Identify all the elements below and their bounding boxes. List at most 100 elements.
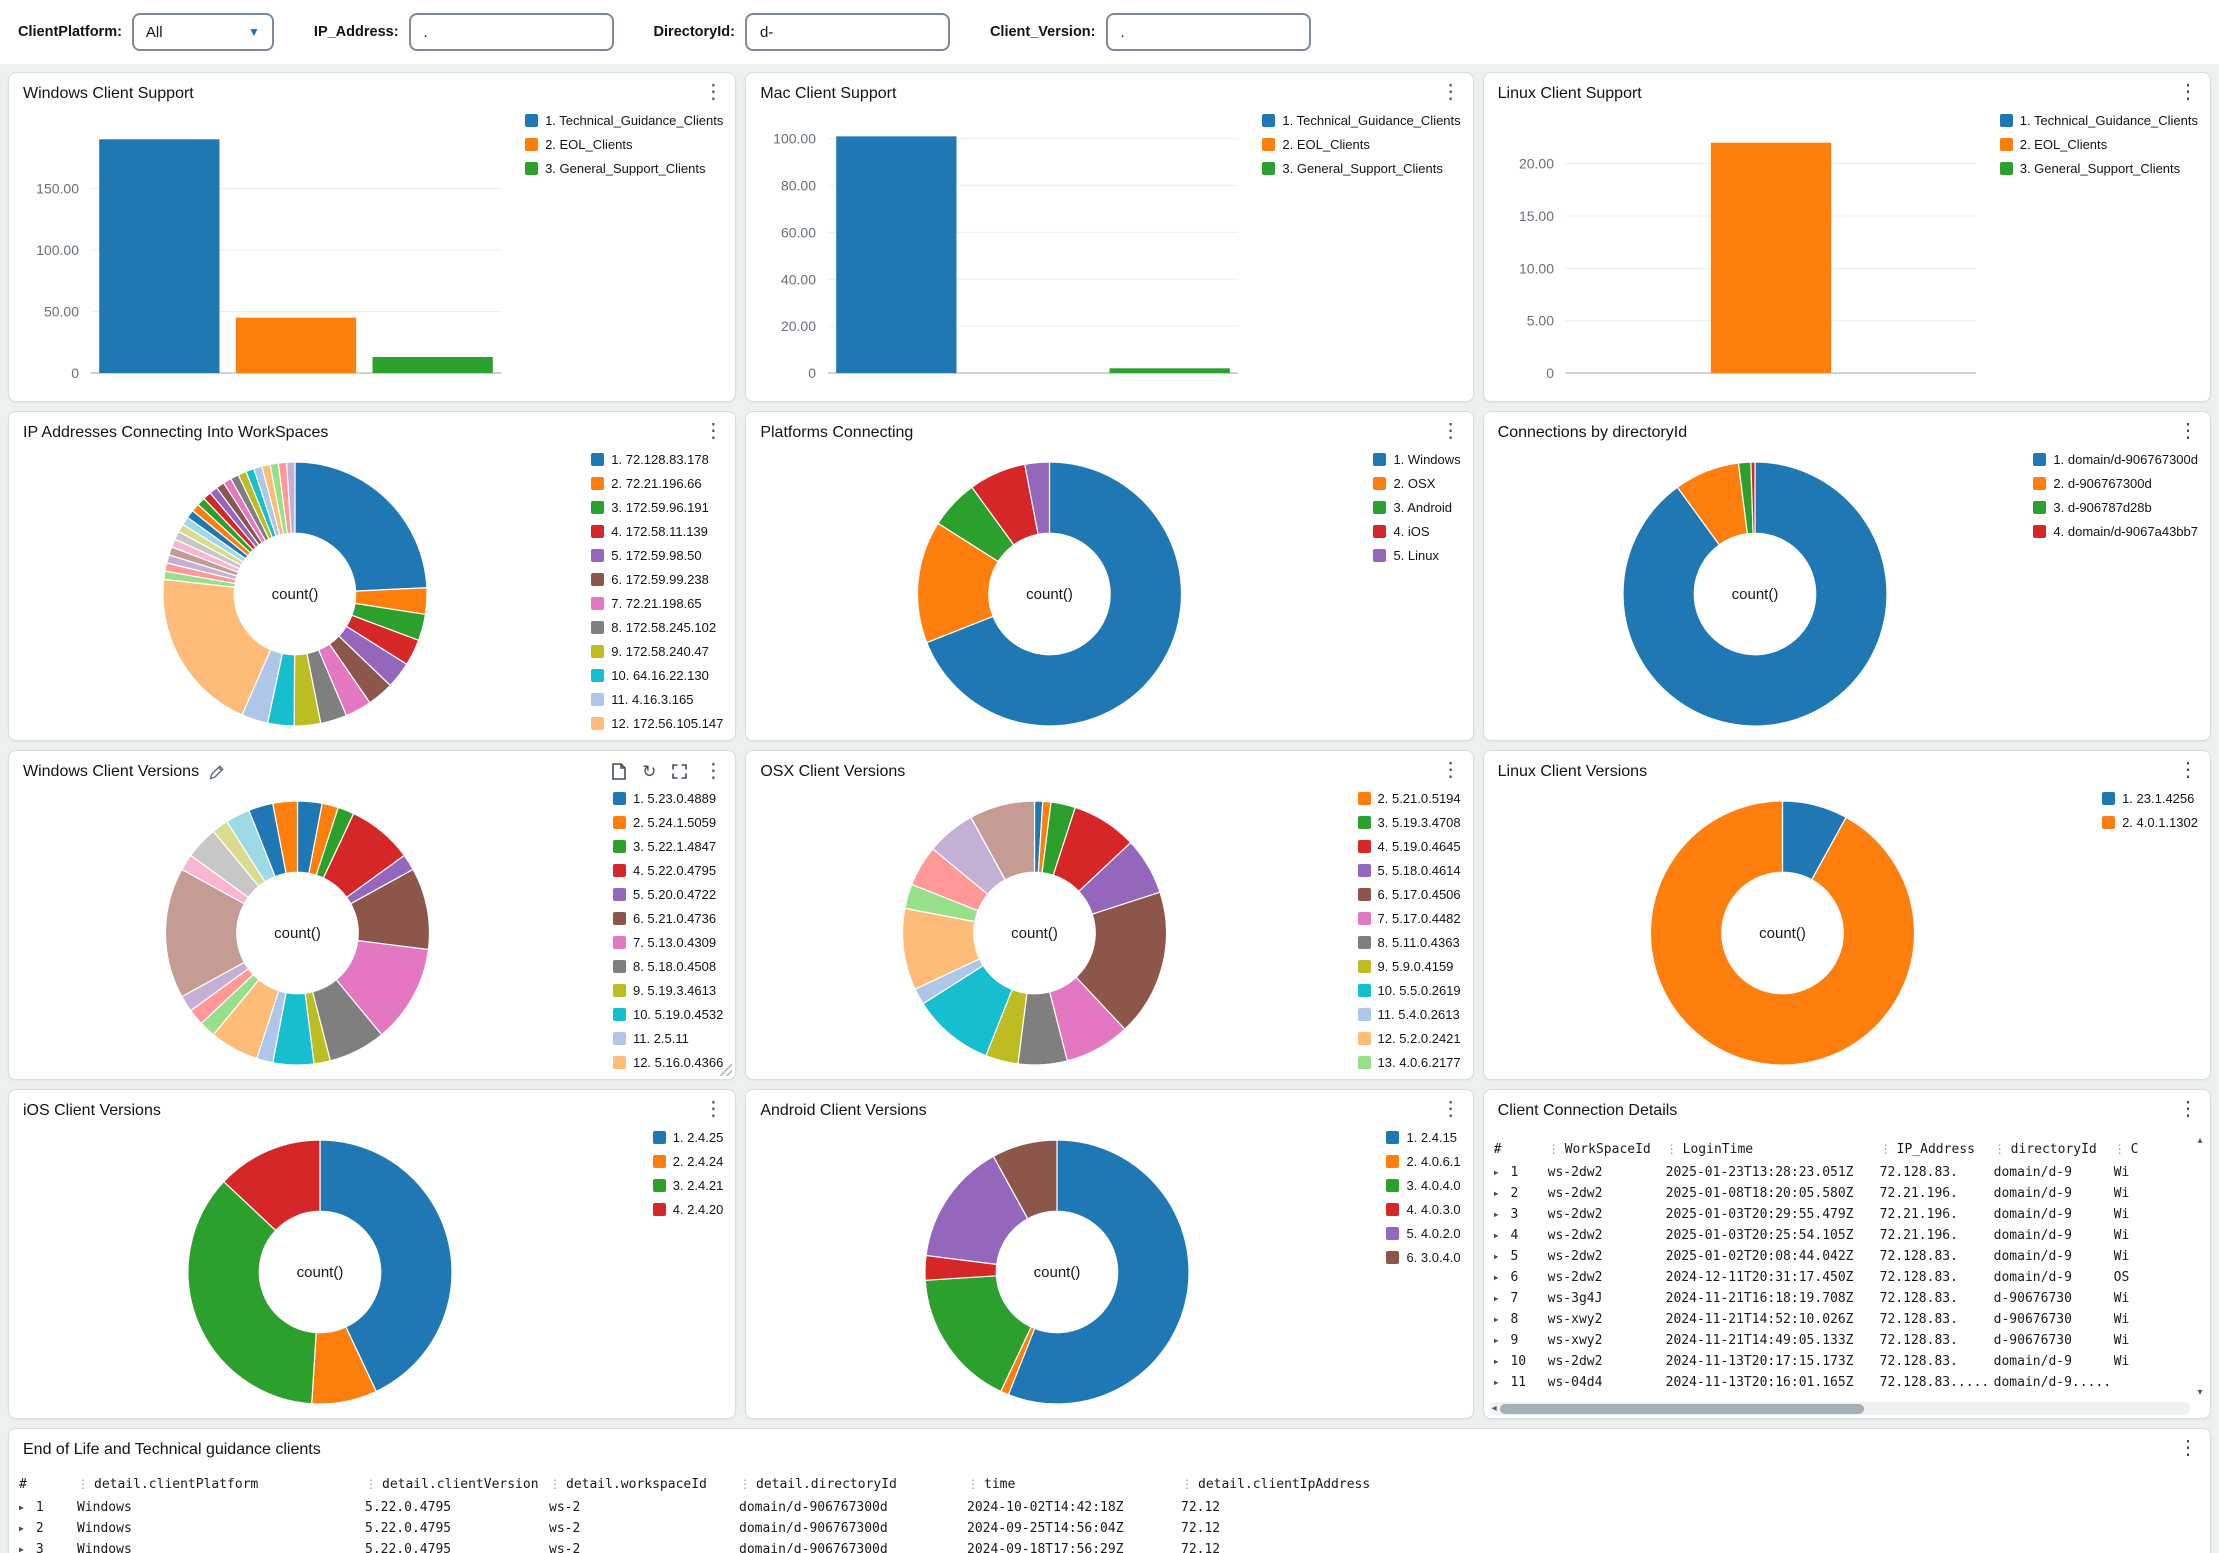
legend-item[interactable]: 3. d-906787d28b <box>2033 500 2198 515</box>
column-header[interactable]: # <box>19 1477 77 1492</box>
legend-item[interactable]: 12. 172.56.105.147 <box>591 716 723 731</box>
legend-item[interactable]: 12. 5.16.0.4366 <box>612 1055 723 1070</box>
legend-item[interactable]: 11. 2.5.11 <box>612 1031 723 1046</box>
scroll-left-icon[interactable]: ◂ <box>1491 1402 1497 1414</box>
kebab-menu-icon[interactable]: ⋮ <box>703 81 724 103</box>
kebab-menu-icon[interactable]: ⋮ <box>1440 759 1461 781</box>
legend-item[interactable]: 9. 5.9.0.4159 <box>1357 959 1461 974</box>
column-menu-icon[interactable]: ⋮ <box>1547 1142 1560 1156</box>
maximize-icon[interactable] <box>672 763 688 779</box>
legend-item[interactable]: 5. Linux <box>1373 548 1460 563</box>
kebab-menu-icon[interactable]: ⋮ <box>2177 759 2198 781</box>
kebab-menu-icon[interactable]: ⋮ <box>2177 420 2198 442</box>
legend-item[interactable]: 4. 5.19.0.4645 <box>1357 839 1461 854</box>
legend-item[interactable]: 1. domain/d-906767300d <box>2033 452 2198 467</box>
legend-item[interactable]: 3. 172.59.96.191 <box>591 500 723 515</box>
legend-item[interactable]: 8. 172.58.245.102 <box>591 620 723 635</box>
table-row[interactable]: ▶ 3 Windows 5.22.0.4795 ws-2 domain/d-9067673… <box>19 1539 2192 1553</box>
legend-item[interactable]: 5. 4.0.2.0 <box>1386 1226 1461 1241</box>
ip-addresses-chart[interactable]: count() <box>15 456 575 732</box>
table-row[interactable]: ▶ 6 ws-2dw2 2024-12-11T20:31:17.450Z 72.128.… <box>1494 1267 2192 1288</box>
kebab-menu-icon[interactable]: ⋮ <box>1440 81 1461 103</box>
legend-item[interactable]: 2. EOL_Clients <box>1262 137 1460 152</box>
client-platform-select[interactable]: All ▼ <box>131 13 274 51</box>
legend-item[interactable]: 10. 5.5.0.2619 <box>1357 983 1461 998</box>
legend-item[interactable]: 2. EOL_Clients <box>525 137 723 152</box>
column-header[interactable]: ⋮ time <box>967 1477 1181 1492</box>
legend-item[interactable]: 6. 172.59.99.238 <box>591 572 723 587</box>
table-row[interactable]: ▶ 3 ws-2dw2 2025-01-03T20:29:55.479Z 72.21.1… <box>1494 1204 2192 1225</box>
edit-icon[interactable] <box>209 764 225 780</box>
table-row[interactable]: ▶ 2 Windows 5.22.0.4795 ws-2 domain/d-9067673… <box>19 1518 2192 1539</box>
legend-item[interactable]: 3. 2.4.21 <box>652 1178 723 1193</box>
row-expand-icon[interactable]: ▶ <box>1493 1315 1499 1324</box>
row-expand-icon[interactable]: ▶ <box>1493 1252 1499 1261</box>
legend-item[interactable]: 1. Technical_Guidance_Clients <box>1262 113 1461 128</box>
legend-item[interactable]: 11. 5.4.0.2613 <box>1357 1007 1461 1022</box>
table-row[interactable]: ▶ 2 ws-2dw2 2025-01-08T18:20:05.580Z 72.21.1… <box>1494 1183 2192 1204</box>
legend-item[interactable]: 6. 5.17.0.4506 <box>1357 887 1461 902</box>
legend-item[interactable]: 5. 5.20.0.4722 <box>612 887 723 902</box>
table-row[interactable]: ▶ 11 ws-04d4 2024-11-13T20:16:01.165Z 72.128… <box>1494 1372 2192 1393</box>
legend-item[interactable]: 3. 4.0.4.0 <box>1386 1178 1461 1193</box>
row-expand-icon[interactable]: ▶ <box>1493 1210 1499 1219</box>
table-row[interactable]: ▶ 9 ws-xwy2 2024-11-21T14:49:05.133Z 72.128.… <box>1494 1330 2192 1351</box>
legend-item[interactable]: 4. 2.4.20 <box>652 1202 723 1217</box>
legend-item[interactable]: 4. iOS <box>1373 524 1460 539</box>
kebab-menu-icon[interactable]: ⋮ <box>2178 1437 2198 1459</box>
legend-item[interactable]: 10. 64.16.22.130 <box>591 668 723 683</box>
kebab-menu-icon[interactable]: ⋮ <box>1440 1098 1461 1120</box>
column-header[interactable]: ⋮ detail.clientPlatform <box>77 1477 365 1492</box>
table-row[interactable]: ▶ 4 ws-2dw2 2025-01-03T20:25:54.105Z 72.21.1… <box>1494 1225 2192 1246</box>
column-header[interactable]: ⋮ detail.clientVersion <box>365 1477 549 1492</box>
client-version-input[interactable] <box>1105 13 1311 51</box>
legend-item[interactable]: 9. 172.58.240.47 <box>591 644 723 659</box>
legend-item[interactable]: 2. 2.4.24 <box>652 1154 723 1169</box>
legend-item[interactable]: 5. 5.18.0.4614 <box>1357 863 1461 878</box>
column-menu-icon[interactable]: ⋮ <box>77 1477 89 1491</box>
column-header[interactable]: ⋮ directoryId <box>1994 1142 2114 1157</box>
directory-id-input[interactable] <box>744 13 950 51</box>
legend-item[interactable]: 12. 5.2.0.2421 <box>1357 1031 1461 1046</box>
legend-item[interactable]: 4. domain/d-9067a43bb7 <box>2033 524 2198 539</box>
column-menu-icon[interactable]: ⋮ <box>1879 1142 1892 1156</box>
column-menu-icon[interactable]: ⋮ <box>549 1477 561 1491</box>
column-header[interactable]: ⋮ detail.clientIpAddress <box>1181 1477 1381 1492</box>
column-menu-icon[interactable]: ⋮ <box>2113 1142 2126 1156</box>
legend-item[interactable]: 2. 4.0.1.1302 <box>2102 815 2198 830</box>
row-expand-icon[interactable]: ▶ <box>19 1524 24 1533</box>
kebab-menu-icon[interactable]: ⋮ <box>703 1098 724 1120</box>
row-expand-icon[interactable]: ▶ <box>1493 1231 1499 1240</box>
row-expand-icon[interactable]: ▶ <box>1493 1357 1499 1366</box>
scroll-up-icon[interactable]: ▴ <box>2197 1135 2203 1146</box>
export-icon[interactable] <box>612 762 626 780</box>
refresh-icon[interactable]: ↻ <box>642 761 657 781</box>
scroll-down-icon[interactable]: ▾ <box>2197 1387 2203 1398</box>
row-expand-icon[interactable]: ▶ <box>1493 1189 1499 1198</box>
row-expand-icon[interactable]: ▶ <box>19 1545 24 1553</box>
column-header[interactable]: ⋮ LoginTime <box>1666 1142 1880 1157</box>
osx-client-versions-chart[interactable]: count() <box>752 795 1317 1071</box>
legend-item[interactable]: 13. 4.0.6.2177 <box>1357 1055 1461 1070</box>
legend-item[interactable]: 4. 5.22.0.4795 <box>612 863 723 878</box>
kebab-menu-icon[interactable]: ⋮ <box>703 420 724 442</box>
row-expand-icon[interactable]: ▶ <box>1493 1378 1499 1387</box>
legend-item[interactable]: 1. Technical_Guidance_Clients <box>525 113 723 128</box>
linux-client-versions-chart[interactable]: count() <box>1490 795 2075 1071</box>
legend-item[interactable]: 1. 5.23.0.4889 <box>612 791 723 806</box>
column-header[interactable]: ⋮ C <box>2114 1142 2154 1157</box>
row-expand-icon[interactable]: ▶ <box>1493 1336 1499 1345</box>
column-menu-icon[interactable]: ⋮ <box>1181 1477 1193 1491</box>
row-expand-icon[interactable]: ▶ <box>1493 1168 1499 1177</box>
legend-item[interactable]: 2. 5.24.1.5059 <box>612 815 723 830</box>
legend-item[interactable]: 3. Android <box>1373 500 1460 515</box>
row-expand-icon[interactable]: ▶ <box>1493 1273 1499 1282</box>
legend-item[interactable]: 4. 4.0.3.0 <box>1386 1202 1461 1217</box>
legend-item[interactable]: 2. 72.21.196.66 <box>591 476 723 491</box>
legend-item[interactable]: 1. 2.4.25 <box>652 1130 723 1145</box>
legend-item[interactable]: 1. 2.4.15 <box>1386 1130 1460 1145</box>
legend-item[interactable]: 1. Technical_Guidance_Clients <box>1999 113 2198 128</box>
horizontal-scrollbar[interactable]: ◂ <box>1488 1402 2190 1415</box>
table-row[interactable]: ▶ 7 ws-3g4J 2024-11-21T16:18:19.708Z 72.128.… <box>1494 1288 2192 1309</box>
legend-item[interactable]: 3. General_Support_Clients <box>1999 161 2198 176</box>
